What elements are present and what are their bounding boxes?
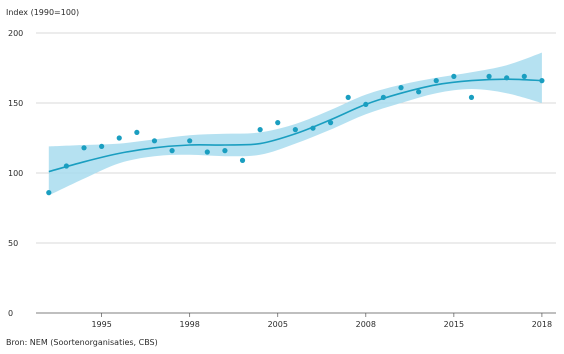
data-point: [451, 73, 457, 79]
data-point: [239, 157, 246, 163]
data-point: [310, 125, 316, 131]
data-point: [486, 73, 492, 79]
x-tick-label: 1998: [180, 320, 200, 329]
y-tick-label: 0: [8, 309, 13, 318]
grid-lines: [36, 32, 556, 314]
data-point: [504, 75, 510, 81]
data-point: [63, 163, 70, 169]
x-tick-label: 2018: [532, 320, 552, 329]
data-point: [433, 78, 439, 84]
x-tick-label: 2008: [356, 320, 376, 329]
y-tick-label: 150: [8, 99, 23, 108]
data-point: [46, 190, 52, 196]
confidence-band: [48, 52, 542, 196]
data-point: [257, 127, 263, 133]
y-axis-label: Index (1990=100): [6, 8, 79, 17]
data-point: [345, 94, 351, 100]
data-point: [416, 89, 422, 95]
data-point: [292, 127, 298, 133]
x-tick-label: 2005: [268, 320, 288, 329]
data-points: [46, 73, 545, 196]
source-note: Bron: NEM (Soortenorganisaties, CBS): [6, 338, 158, 347]
data-point: [380, 94, 387, 100]
y-tick-label: 100: [8, 169, 23, 178]
data-point: [327, 120, 334, 126]
data-point: [521, 73, 527, 79]
data-point: [539, 78, 545, 84]
confidence-band-group: [48, 52, 542, 196]
data-point: [468, 94, 475, 100]
x-tick-label: 2015: [444, 320, 464, 329]
data-point: [204, 149, 210, 155]
data-point: [363, 101, 369, 107]
data-point: [275, 120, 281, 126]
trend-line-group: [48, 78, 542, 173]
data-point: [169, 148, 175, 154]
trend-line: [48, 78, 542, 173]
x-tick-label: 1995: [91, 320, 111, 329]
data-point: [151, 138, 158, 144]
y-tick-label: 200: [8, 29, 23, 38]
y-tick-labels: 0 50 100 150 200: [8, 29, 23, 318]
y-tick-label: 50: [8, 239, 18, 248]
data-point: [81, 145, 87, 151]
data-point: [99, 143, 105, 149]
data-point: [222, 148, 228, 154]
data-point: [134, 129, 140, 135]
x-tick-labels: 1995 1998 2005 2008 2015 2018: [91, 313, 552, 329]
data-point: [398, 85, 404, 91]
data-point: [187, 138, 193, 144]
data-point: [116, 135, 122, 141]
